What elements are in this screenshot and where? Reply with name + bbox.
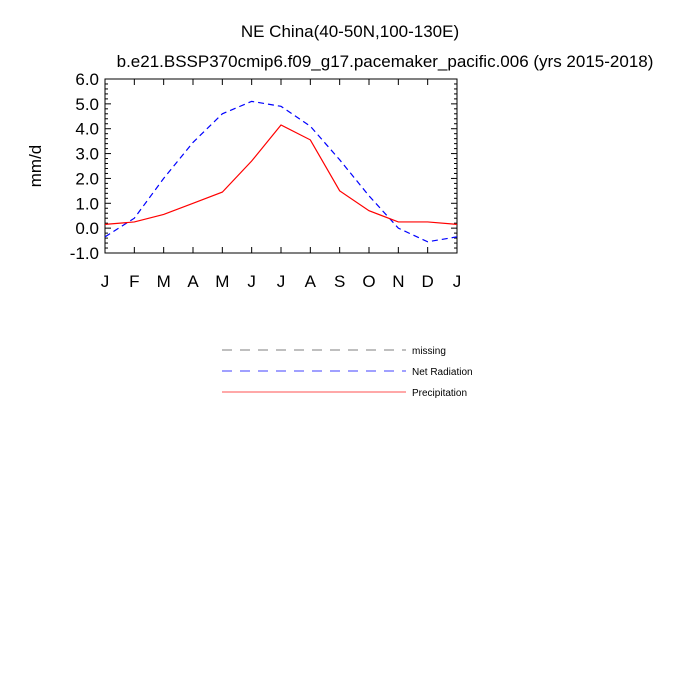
y-tick-label: 6.0: [75, 70, 99, 89]
y-tick-label: 1.0: [75, 194, 99, 213]
y-tick-label: 5.0: [75, 95, 99, 114]
y-tick-label: 2.0: [75, 169, 99, 188]
series-line-precipitation: [104, 124, 458, 226]
y-tick-label: -1.0: [70, 244, 99, 263]
x-tick-label: J: [453, 272, 462, 291]
x-tick-label: O: [362, 272, 375, 291]
x-tick-label: D: [422, 272, 434, 291]
x-tick-label: A: [305, 272, 317, 291]
x-tick-label: M: [157, 272, 171, 291]
y-tick-label: 4.0: [75, 120, 99, 139]
x-tick-label: J: [101, 272, 110, 291]
plot-frame: [104, 78, 458, 254]
y-tick-label: 0.0: [75, 219, 99, 238]
legend-label-missing: missing: [412, 346, 446, 357]
x-tick-label: J: [277, 272, 286, 291]
x-tick-label: N: [392, 272, 404, 291]
legend-label-precipitation: Precipitation: [412, 388, 467, 399]
y-tick-label: 3.0: [75, 145, 99, 164]
x-tick-label: F: [129, 272, 139, 291]
series-line-net-radiation: [104, 100, 458, 243]
y-axis-label: mm/d: [26, 145, 45, 188]
chart-title: NE China(40-50N,100-130E): [241, 22, 459, 41]
x-tick-label: J: [247, 272, 256, 291]
x-tick-label: A: [187, 272, 199, 291]
chart-subtitle: b.e21.BSSP370cmip6.f09_g17.pacemaker_pac…: [117, 52, 654, 71]
legend-label-net-radiation: Net Radiation: [412, 367, 473, 378]
legend: missing Net Radiation Precipitation: [222, 346, 473, 399]
x-tick-label: M: [215, 272, 229, 291]
x-tick-label: S: [334, 272, 345, 291]
plot-area: -1.00.01.02.03.04.05.06.0J F M A M J J A S O N D J: [70, 70, 462, 291]
